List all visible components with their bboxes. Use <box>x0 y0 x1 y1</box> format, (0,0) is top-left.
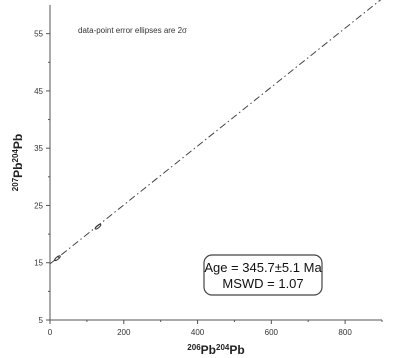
x-tick-label: 0 <box>48 328 53 337</box>
y-axis-ticks: 5 15 25 35 45 55 <box>34 30 50 325</box>
x-tick-label: 600 <box>265 328 279 337</box>
x-axis-title-base2: Pb <box>229 343 244 357</box>
x-tick-label: 800 <box>338 328 352 337</box>
isochron-line <box>49 0 382 265</box>
age-label: Age = 345.7±5.1 Ma <box>204 260 322 275</box>
y-tick-label: 15 <box>34 259 43 268</box>
y-tick-label: 45 <box>34 87 43 96</box>
plot-area <box>49 0 382 265</box>
result-box: Age = 345.7±5.1 Ma MSWD = 1.07 <box>203 254 323 296</box>
y-axis-title-base2: Pb <box>11 134 25 149</box>
x-axis-title-sup2: 204 <box>216 343 230 352</box>
y-tick-label: 55 <box>34 30 43 39</box>
x-axis-title-base1: Pb <box>201 343 216 357</box>
y-tick-label: 5 <box>39 316 44 325</box>
y-axis-title-sup1: 207 <box>11 177 20 191</box>
result-box-frame <box>203 254 323 296</box>
x-tick-label: 400 <box>191 328 205 337</box>
x-axis-title-sup1: 206 <box>187 343 201 352</box>
x-axis-title: 206Pb204Pb <box>187 343 244 357</box>
y-axis-title-sup2: 204 <box>11 149 20 163</box>
y-axis-title: 207Pb204Pb <box>11 134 25 191</box>
error-ellipse-note: data-point error ellipses are 2σ <box>78 26 187 35</box>
data-point-ellipse <box>54 255 61 262</box>
x-tick-label: 200 <box>117 328 131 337</box>
y-axis-title-base1: Pb <box>11 163 25 178</box>
plot-frame <box>49 5 382 321</box>
mswd-label: MSWD = 1.07 <box>222 276 303 291</box>
data-point-ellipse <box>94 223 102 230</box>
x-axis-ticks: 0 200 400 600 800 <box>48 320 383 337</box>
y-tick-label: 35 <box>34 144 43 153</box>
y-tick-label: 25 <box>34 201 43 210</box>
